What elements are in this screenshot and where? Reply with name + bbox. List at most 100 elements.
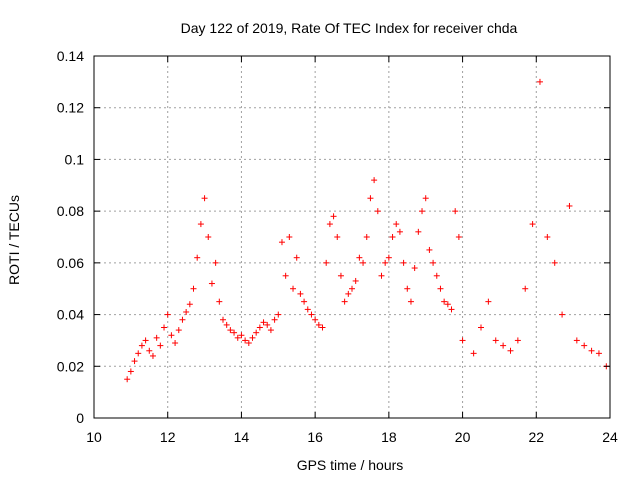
x-tick-label: 20 [455,429,471,445]
data-point [124,376,131,383]
data-point [345,290,352,297]
data-point [341,298,348,305]
data-point [293,254,300,261]
data-point [282,272,289,279]
data-point [371,177,378,184]
data-point [231,329,238,336]
data-point [146,347,153,354]
data-point [315,321,322,328]
data-point [179,316,186,323]
y-tick-label: 0.1 [65,151,85,167]
data-point [507,347,514,354]
data-point [149,352,156,359]
data-points [124,78,610,383]
data-point [396,228,403,235]
data-point [588,347,595,354]
data-point [172,340,179,347]
data-point [566,202,573,209]
data-point [208,280,215,287]
data-point [426,246,433,253]
data-point [385,254,392,261]
y-tick-label: 0.08 [57,203,84,219]
data-point [290,285,297,292]
data-point [404,285,411,292]
y-tick-label: 0.02 [57,358,84,374]
data-point [382,259,389,266]
data-point [242,337,249,344]
data-point [278,239,285,246]
data-point [135,350,142,357]
data-point [411,265,418,272]
x-tick-label: 22 [528,429,544,445]
data-point [161,324,168,331]
data-point [286,234,293,240]
data-point [197,221,204,228]
data-point [212,259,219,266]
data-point [485,298,492,305]
data-point [448,306,455,313]
data-point [444,301,451,308]
data-point [301,298,308,305]
y-tick-label: 0.12 [57,100,84,116]
data-point [581,342,588,349]
data-point [573,337,580,344]
data-point [260,319,267,326]
x-tick-label: 10 [86,429,102,445]
data-point [352,277,359,284]
data-point [559,311,566,318]
y-tick-label: 0.06 [57,255,84,271]
data-point [253,329,260,336]
axis-ticks [93,55,611,419]
data-point [360,259,367,266]
data-point [326,221,333,228]
data-point [422,195,429,202]
x-tick-label: 12 [160,429,176,445]
data-point [201,195,208,202]
data-point [407,298,414,305]
data-point [245,340,252,347]
data-point [227,327,234,334]
data-point [551,259,558,266]
data-point [500,342,507,349]
data-point [234,334,241,341]
data-point [323,259,330,266]
data-point [131,358,138,365]
data-point [275,311,282,318]
data-point [514,337,521,344]
data-point [522,285,529,292]
y-tick-label: 0.04 [57,307,84,323]
data-point [363,234,370,240]
data-point [459,337,466,344]
data-point [367,195,374,202]
data-point [142,337,149,344]
data-point [529,221,536,228]
data-point [175,327,182,334]
data-point [389,234,396,240]
data-point [319,324,326,331]
x-tick-label: 16 [307,429,323,445]
data-point [455,234,462,240]
chart-title: Day 122 of 2019, Rate Of TEC Index for r… [181,20,518,36]
data-point [264,321,271,328]
data-point [470,350,477,357]
data-point [157,342,164,349]
data-point [267,327,274,334]
data-point [127,368,134,375]
data-point [452,208,459,215]
data-point [308,311,315,318]
data-point [194,254,201,261]
data-point [168,332,175,339]
data-point [544,234,551,240]
y-axis-label: ROTI / TECUs [6,195,22,285]
data-point [430,259,437,266]
data-point [400,259,407,266]
data-point [183,308,190,315]
data-point [138,342,145,349]
x-tick-label: 18 [381,429,397,445]
data-point [190,285,197,292]
data-point [595,350,602,357]
data-point [164,311,171,318]
data-point [374,208,381,215]
